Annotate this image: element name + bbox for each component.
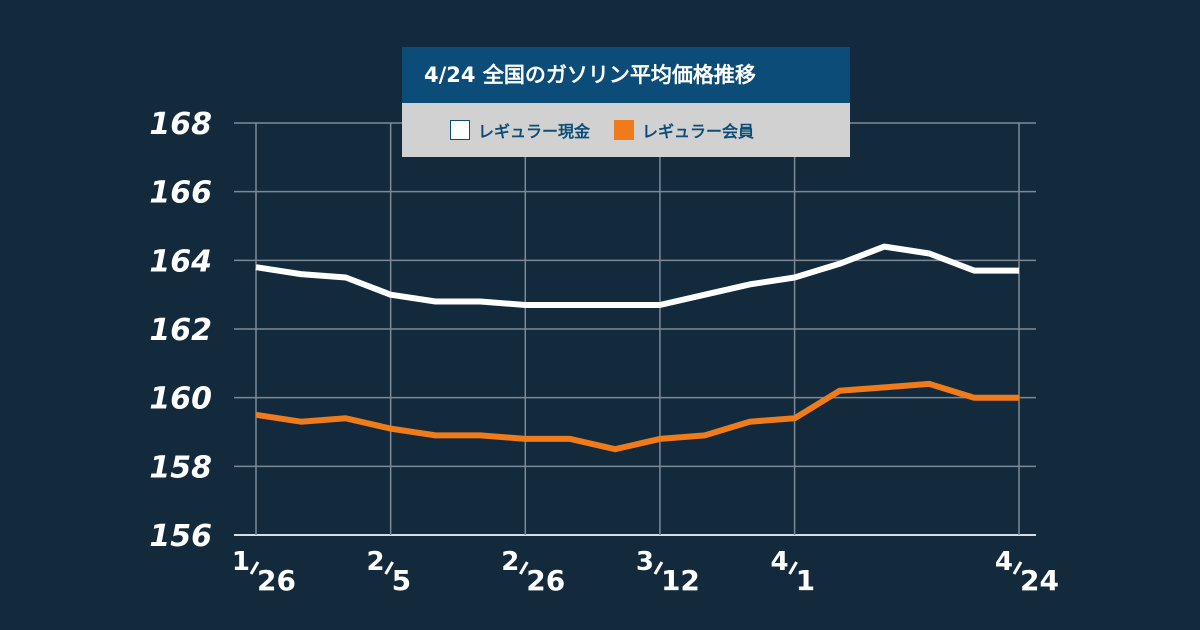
legend-entry-cash: レギュラー現金 xyxy=(450,118,590,142)
grid xyxy=(234,122,1036,536)
x-tick-slash xyxy=(653,561,664,575)
y-tick-label: 156 xyxy=(149,519,212,554)
legend-swatch-member xyxy=(614,120,635,140)
x-tick-month: 4 xyxy=(995,547,1013,577)
x-tick-month: 4 xyxy=(770,547,788,577)
series-line-1 xyxy=(255,380,1019,453)
x-tick-month: 2 xyxy=(501,547,519,577)
legend-label-member: レギュラー会員 xyxy=(642,122,755,141)
chart-title: 4/24 全国のガソリン平均価格推移 xyxy=(402,47,850,103)
y-tick-label: 158 xyxy=(149,450,212,485)
x-tick-month: 1 xyxy=(232,547,250,577)
y-tick-label: 166 xyxy=(149,176,212,211)
x-tick-day: 26 xyxy=(257,564,296,597)
x-tick-slash xyxy=(249,561,260,575)
x-tick-slash xyxy=(384,561,394,575)
x-tick-day: 24 xyxy=(1020,564,1059,597)
y-tick-label: 160 xyxy=(149,382,212,417)
series-line-0 xyxy=(255,243,1019,308)
x-tick-label: 25 xyxy=(367,547,412,597)
x-tick-slash xyxy=(1012,561,1023,575)
y-tick-label: 162 xyxy=(149,313,212,348)
x-tick-month: 3 xyxy=(636,547,654,577)
x-tick-month: 2 xyxy=(367,547,385,577)
x-tick-label: 424 xyxy=(995,547,1059,597)
x-tick-label: 312 xyxy=(636,547,700,597)
y-tick-label: 164 xyxy=(149,244,212,279)
y-tick-label: 168 xyxy=(149,107,212,142)
x-tick-day: 26 xyxy=(526,564,565,597)
legend-entry-member: レギュラー会員 xyxy=(614,118,754,142)
x-tick-label: 41 xyxy=(770,547,815,597)
y-axis-ticks: 168 166 164 162 160 158 156 xyxy=(149,107,212,554)
legend-items: レギュラー現金 レギュラー会員 xyxy=(402,103,850,157)
x-tick-day: 12 xyxy=(661,564,700,597)
x-tick-slash xyxy=(788,561,798,575)
x-tick-label: 226 xyxy=(501,547,565,597)
x-tick-day: 5 xyxy=(392,564,411,597)
series-lines xyxy=(255,243,1019,453)
legend: 4/24 全国のガソリン平均価格推移 レギュラー現金 レギュラー会員 xyxy=(402,47,850,157)
x-tick-label: 126 xyxy=(232,547,296,597)
x-tick-day: 1 xyxy=(796,564,815,597)
legend-swatch-cash xyxy=(450,120,470,140)
x-tick-slash xyxy=(518,561,529,575)
legend-label-cash: レギュラー現金 xyxy=(478,122,591,141)
